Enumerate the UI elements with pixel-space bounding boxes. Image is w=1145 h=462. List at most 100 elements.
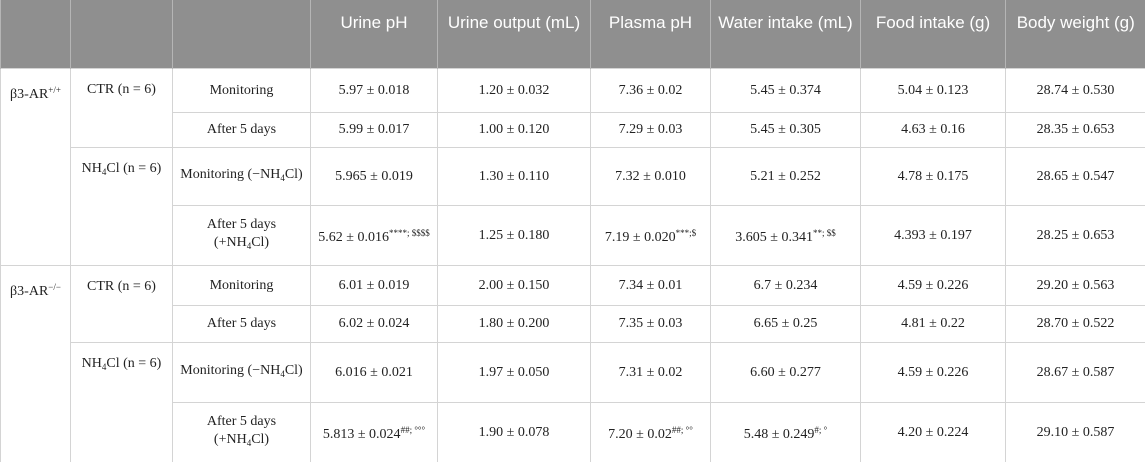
text: 7.34 ± 0.01 bbox=[618, 277, 683, 293]
value-cell: 4.393 ± 0.197 bbox=[860, 205, 1006, 266]
text: 6.02 ± 0.024 bbox=[338, 316, 410, 331]
superscript: ***;$ bbox=[675, 228, 697, 238]
group-cell: β3-AR−/− bbox=[0, 265, 71, 462]
condition-cell: After 5 days bbox=[172, 112, 311, 148]
subscript: 4 bbox=[101, 167, 107, 177]
text: Monitoring (−NH bbox=[180, 167, 281, 182]
value-cell: 5.04 ± 0.123 bbox=[860, 68, 1006, 113]
text: β3-AR bbox=[10, 284, 49, 299]
value-cell: 3.605 ± 0.341**; $$ bbox=[710, 205, 861, 266]
text: After 5 days bbox=[206, 122, 277, 137]
text: 4.78 ± 0.175 bbox=[897, 168, 969, 184]
subgroup-cell: CTR (n = 6) bbox=[70, 68, 173, 148]
text: CTR (n = 6) bbox=[87, 279, 156, 294]
text: 5.21 ± 0.252 bbox=[750, 168, 821, 184]
text: 6.7 ± 0.234 bbox=[753, 277, 818, 293]
text: 4.20 ± 0.224 bbox=[897, 424, 969, 440]
text: CTR (n = 6) bbox=[87, 82, 156, 97]
text: 7.32 ± 0.010 bbox=[615, 168, 686, 184]
table-row: After 5 days (+NH4Cl) 5.62 ± 0.016****; $… bbox=[1, 205, 1145, 266]
value-cell: 1.20 ± 0.032 bbox=[437, 68, 591, 113]
value-cell: 2.00 ± 0.150 bbox=[437, 265, 591, 306]
text: Monitoring bbox=[209, 82, 274, 98]
value-cell: 28.70 ± 0.522 bbox=[1005, 305, 1145, 343]
text: Cl (n = 6) bbox=[106, 161, 162, 176]
superscript: ****; $$$$ bbox=[388, 228, 430, 238]
text: 5.48 ± 0.249 bbox=[743, 427, 815, 442]
table-row: NH4Cl (n = 6) Monitoring (−NH4Cl) 6.016 ± … bbox=[1, 342, 1145, 462]
text: 4.393 ± 0.197 bbox=[894, 227, 972, 243]
text: 5.62 ± 0.016 bbox=[318, 230, 389, 245]
value-cell: 5.97 ± 0.018 bbox=[310, 68, 438, 113]
text: 7.29 ± 0.03 bbox=[618, 122, 683, 137]
text: β3-AR bbox=[10, 87, 49, 102]
table-row: After 5 days 5.99 ± 0.017 1.00 ± 0.120 7.29… bbox=[1, 112, 1145, 148]
value-cell: 7.31 ± 0.02 bbox=[590, 342, 711, 403]
value-cell: 7.29 ± 0.03 bbox=[590, 112, 711, 148]
value-cell: 6.60 ± 0.277 bbox=[710, 342, 861, 403]
value-cell: 28.74 ± 0.530 bbox=[1005, 68, 1145, 113]
value-cell: 5.965 ± 0.019 bbox=[310, 147, 438, 206]
subgroup-cell: NH4Cl (n = 6) bbox=[70, 342, 173, 462]
value-cell: 1.30 ± 0.110 bbox=[437, 147, 591, 206]
subscript: 4 bbox=[246, 241, 252, 251]
value-cell: 5.99 ± 0.017 bbox=[310, 112, 438, 148]
superscript: ##; °° bbox=[671, 425, 693, 435]
value-cell: 7.20 ± 0.02##; °° bbox=[590, 402, 711, 462]
value-cell: 4.78 ± 0.175 bbox=[860, 147, 1006, 206]
header-cell: Plasma pH bbox=[590, 0, 711, 69]
condition-cell: After 5 days bbox=[172, 305, 311, 343]
text: 1.80 ± 0.200 bbox=[478, 316, 550, 331]
text: 7.36 ± 0.02 bbox=[618, 82, 683, 98]
text: 28.35 ± 0.653 bbox=[1036, 122, 1115, 137]
text: 28.70 ± 0.522 bbox=[1036, 316, 1115, 331]
text: 7.19 ± 0.020 bbox=[604, 230, 676, 245]
text: 5.99 ± 0.017 bbox=[338, 122, 410, 137]
value-cell: 29.20 ± 0.563 bbox=[1005, 265, 1145, 306]
value-cell: 1.97 ± 0.050 bbox=[437, 342, 591, 403]
value-cell: 28.25 ± 0.653 bbox=[1005, 205, 1145, 266]
condition-cell: After 5 days (+NH4Cl) bbox=[172, 205, 311, 266]
text: 28.65 ± 0.547 bbox=[1036, 168, 1115, 184]
value-cell: 5.62 ± 0.016****; $$$$ bbox=[310, 205, 438, 266]
text: 7.20 ± 0.02 bbox=[608, 427, 672, 442]
text: After 5 days (+NH bbox=[206, 414, 277, 447]
text: 5.965 ± 0.019 bbox=[335, 168, 413, 184]
text: 7.35 ± 0.03 bbox=[618, 316, 683, 331]
value-cell: 4.81 ± 0.22 bbox=[860, 305, 1006, 343]
value-cell: 5.813 ± 0.024##; °°° bbox=[310, 402, 438, 462]
value-cell: 6.01 ± 0.019 bbox=[310, 265, 438, 306]
superscript: +/+ bbox=[48, 85, 61, 95]
text: 6.01 ± 0.019 bbox=[338, 277, 410, 293]
text: 4.59 ± 0.226 bbox=[897, 364, 969, 380]
text: 4.59 ± 0.226 bbox=[897, 277, 969, 293]
value-cell: 1.80 ± 0.200 bbox=[437, 305, 591, 343]
superscript: **; $$ bbox=[812, 228, 836, 238]
superscript: −/− bbox=[48, 282, 61, 292]
value-cell: 4.20 ± 0.224 bbox=[860, 402, 1006, 462]
text: NH bbox=[81, 356, 102, 371]
value-cell: 7.35 ± 0.03 bbox=[590, 305, 711, 343]
header-cell bbox=[0, 0, 71, 69]
text: 5.45 ± 0.374 bbox=[750, 82, 821, 98]
value-cell: 4.63 ± 0.16 bbox=[860, 112, 1006, 148]
subscript: 4 bbox=[280, 369, 285, 379]
subgroup-cell: NH4Cl (n = 6) bbox=[70, 147, 173, 266]
subscript: 4 bbox=[246, 438, 252, 448]
text: 4.63 ± 0.16 bbox=[901, 122, 965, 137]
subscript: 4 bbox=[280, 173, 285, 183]
value-cell: 28.35 ± 0.653 bbox=[1005, 112, 1145, 148]
subscript: 4 bbox=[101, 362, 107, 372]
condition-cell: Monitoring (−NH4Cl) bbox=[172, 147, 311, 206]
header-cell: Body weight (g) bbox=[1005, 0, 1145, 69]
text: Monitoring bbox=[209, 277, 274, 293]
text: 6.65 ± 0.25 bbox=[753, 316, 818, 331]
text: Monitoring (−NH bbox=[180, 363, 281, 378]
header-cell bbox=[70, 0, 173, 69]
subgroup-cell: CTR (n = 6) bbox=[70, 265, 173, 343]
text: 1.25 ± 0.180 bbox=[478, 227, 550, 243]
text: 29.10 ± 0.587 bbox=[1036, 424, 1115, 440]
value-cell: 6.65 ± 0.25 bbox=[710, 305, 861, 343]
text: Cl) bbox=[284, 167, 303, 182]
